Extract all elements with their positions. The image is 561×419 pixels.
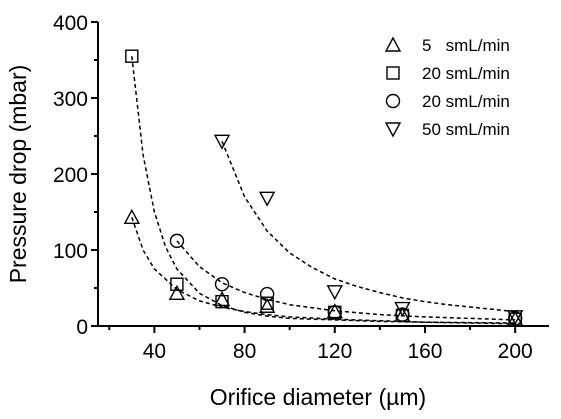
legend-label-series-4: 50 smL/min <box>422 120 510 139</box>
data-point-series-4 <box>258 191 276 207</box>
data-point-series-1 <box>168 284 186 301</box>
legend-marker-series-3 <box>385 93 401 109</box>
legend-marker-series-4 <box>384 122 402 138</box>
fit-line-series-1 <box>131 217 516 325</box>
data-point-series-1 <box>123 208 140 225</box>
data-point-series-2 <box>170 277 184 291</box>
x-tick-label: 80 <box>233 340 256 363</box>
y-tick-label: 100 <box>53 240 88 263</box>
data-point-series-1 <box>213 290 231 307</box>
y-tick-label: 300 <box>53 88 88 111</box>
data-point-series-4 <box>507 310 524 326</box>
data-point-series-4 <box>213 134 231 150</box>
y-tick-label: 400 <box>53 12 88 35</box>
x-tick-label: 160 <box>407 340 442 363</box>
legend-marker-series-1 <box>384 36 402 52</box>
data-point-series-3 <box>169 233 185 249</box>
data-point-series-3 <box>395 307 410 322</box>
data-point-series-4 <box>326 285 343 301</box>
data-point-series-1 <box>258 297 276 313</box>
data-point-series-4 <box>394 301 411 317</box>
data-point-series-2 <box>125 49 139 63</box>
fit-line-series-3 <box>176 240 516 321</box>
data-point-series-3 <box>327 305 342 320</box>
x-tick-label: 40 <box>143 340 166 363</box>
fit-lines <box>131 56 516 325</box>
legend: 5 smL/min 20 smL/min 20 smL/min 50 smL/min <box>384 36 510 139</box>
y-tick-label: 200 <box>53 164 88 187</box>
data-markers <box>123 49 524 326</box>
legend-label-series-1: 5 smL/min <box>422 36 510 55</box>
ticks: 40 80 120 160 200 0 100 200 300 400 <box>53 12 533 363</box>
data-point-series-2 <box>215 294 229 309</box>
fit-line-series-2 <box>131 56 516 324</box>
legend-label-series-3: 20 smL/min <box>422 92 510 111</box>
data-point-series-2 <box>260 296 274 310</box>
legend-label-series-2: 20 smL/min <box>422 64 510 83</box>
y-tick-label: 0 <box>76 316 88 339</box>
fit-line-series-4 <box>221 141 516 313</box>
data-point-series-3 <box>259 286 275 302</box>
x-tick-label: 120 <box>317 340 352 363</box>
y-axis-title: Pressure drop (mbar) <box>5 65 31 284</box>
x-axis-title: Orifice diameter (µm) <box>210 384 426 410</box>
data-point-series-3 <box>214 277 230 292</box>
x-tick-label: 200 <box>498 340 533 363</box>
legend-marker-series-2 <box>386 66 400 80</box>
data-point-series-1 <box>326 303 343 319</box>
